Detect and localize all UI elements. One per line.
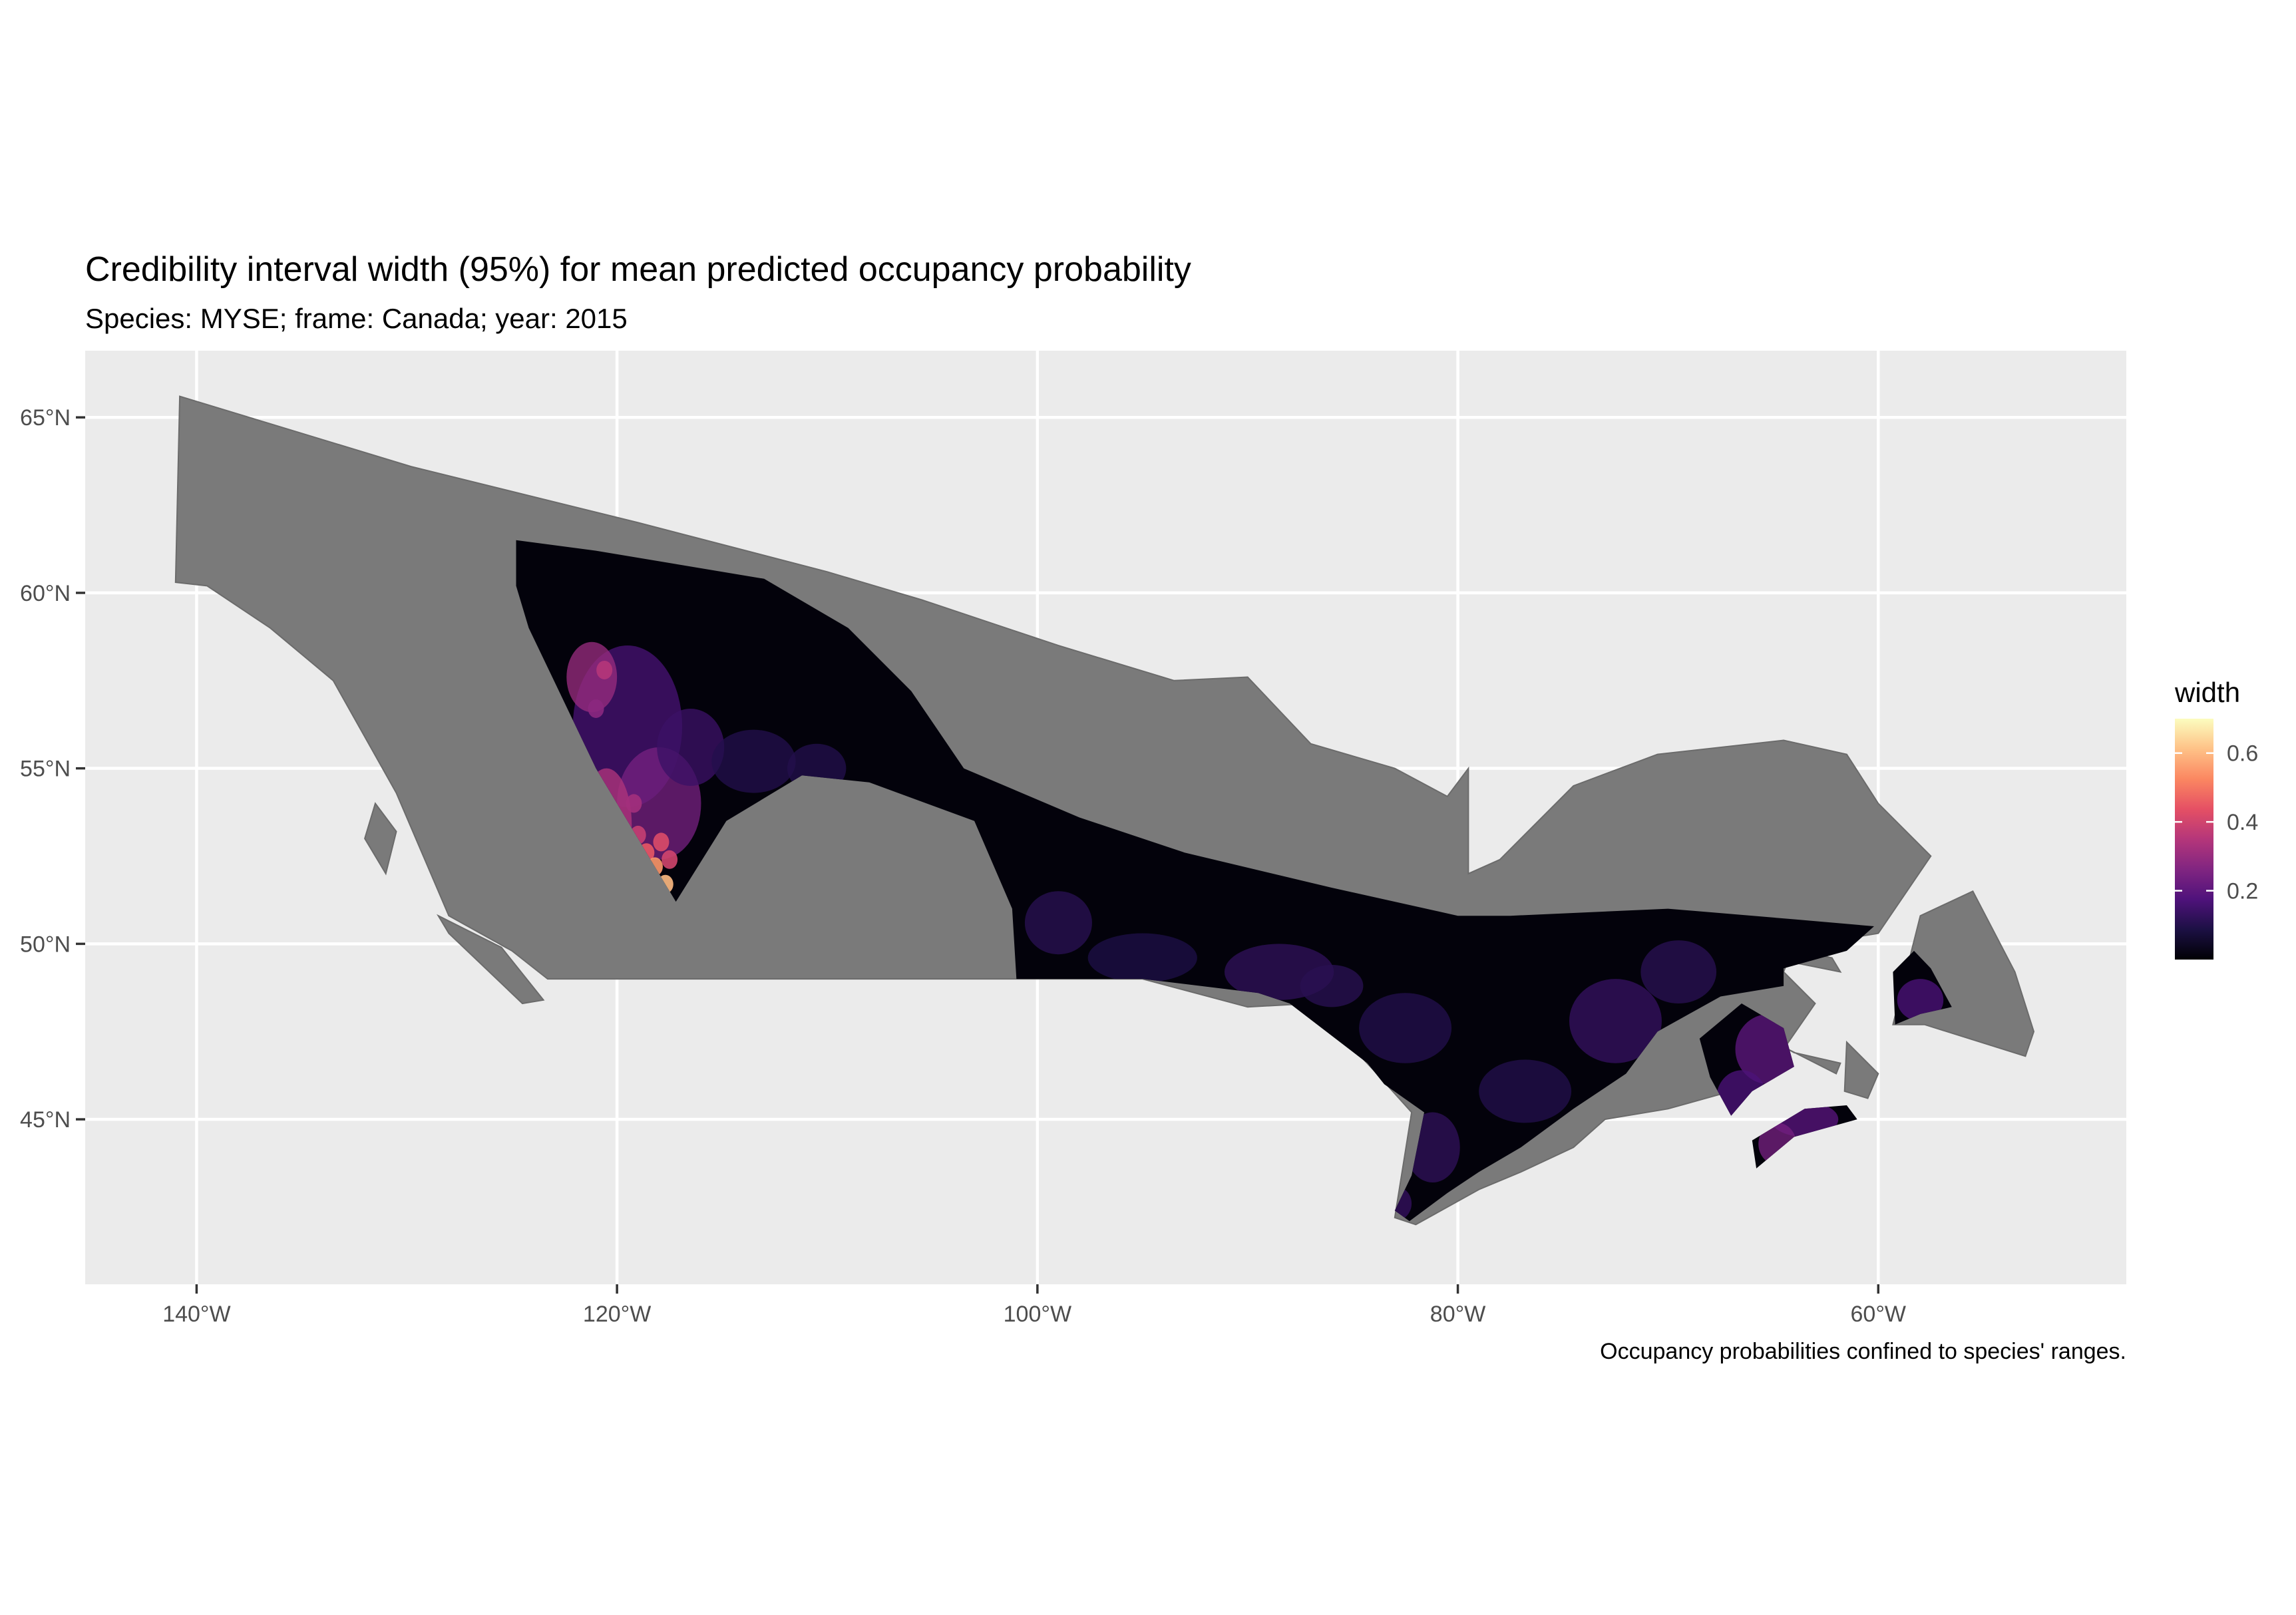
y-tick-label: 65°N — [20, 405, 71, 431]
map-title: Credibility interval width (95%) for mea… — [85, 250, 1191, 289]
width-patch — [1359, 993, 1452, 1063]
colorbar-label: 0.2 — [2227, 879, 2258, 904]
width-patch — [1087, 933, 1197, 983]
y-tick-label: 60°N — [20, 581, 71, 606]
legend-title: width — [2174, 677, 2240, 708]
x-axis: 140°W 120°W 100°W 80°W 60°W — [162, 1284, 1906, 1327]
width-patch — [1640, 940, 1717, 1004]
range-patch — [436, 914, 545, 1005]
width-patch — [1300, 965, 1364, 1007]
map-caption: Occupancy probabilities confined to spec… — [1600, 1339, 2126, 1364]
y-axis: 45°N 50°N 55°N 60°N 65°N — [20, 405, 85, 1133]
map-subtitle: Species: MYSE; frame: Canada; year: 2015 — [85, 303, 628, 334]
x-tick-label: 100°W — [1004, 1302, 1071, 1327]
range-patch — [364, 802, 397, 876]
width-patch — [596, 660, 613, 679]
width-patch — [711, 729, 796, 793]
range-patch — [1843, 1040, 1879, 1099]
width-patch — [653, 832, 670, 852]
width-patch — [566, 641, 618, 713]
width-patch — [657, 708, 725, 787]
colorbar-label: 0.6 — [2227, 741, 2258, 767]
x-tick-label: 60°W — [1851, 1302, 1907, 1327]
range-patch — [1788, 1048, 1841, 1075]
map-panel — [85, 351, 2126, 1284]
width-patch — [662, 850, 678, 869]
colorbar-ticks: 0.2 0.4 0.6 — [2175, 741, 2258, 904]
width-patch — [588, 699, 604, 718]
colorbar-label: 0.4 — [2227, 810, 2258, 835]
colorbar — [2175, 719, 2213, 960]
width-patch — [1479, 1059, 1572, 1123]
width-patch — [1897, 979, 1944, 1021]
y-tick-label: 45°N — [20, 1107, 71, 1133]
width-patch — [1024, 891, 1092, 955]
y-tick-label: 55°N — [20, 757, 71, 782]
y-tick-label: 50°N — [20, 932, 71, 957]
width-patch — [1569, 979, 1662, 1063]
x-tick-label: 120°W — [583, 1302, 651, 1327]
x-tick-label: 80°W — [1430, 1302, 1486, 1327]
x-tick-label: 140°W — [162, 1302, 230, 1327]
legend: width 0.2 0.4 0.6 — [2174, 677, 2258, 960]
width-patch — [626, 794, 642, 813]
